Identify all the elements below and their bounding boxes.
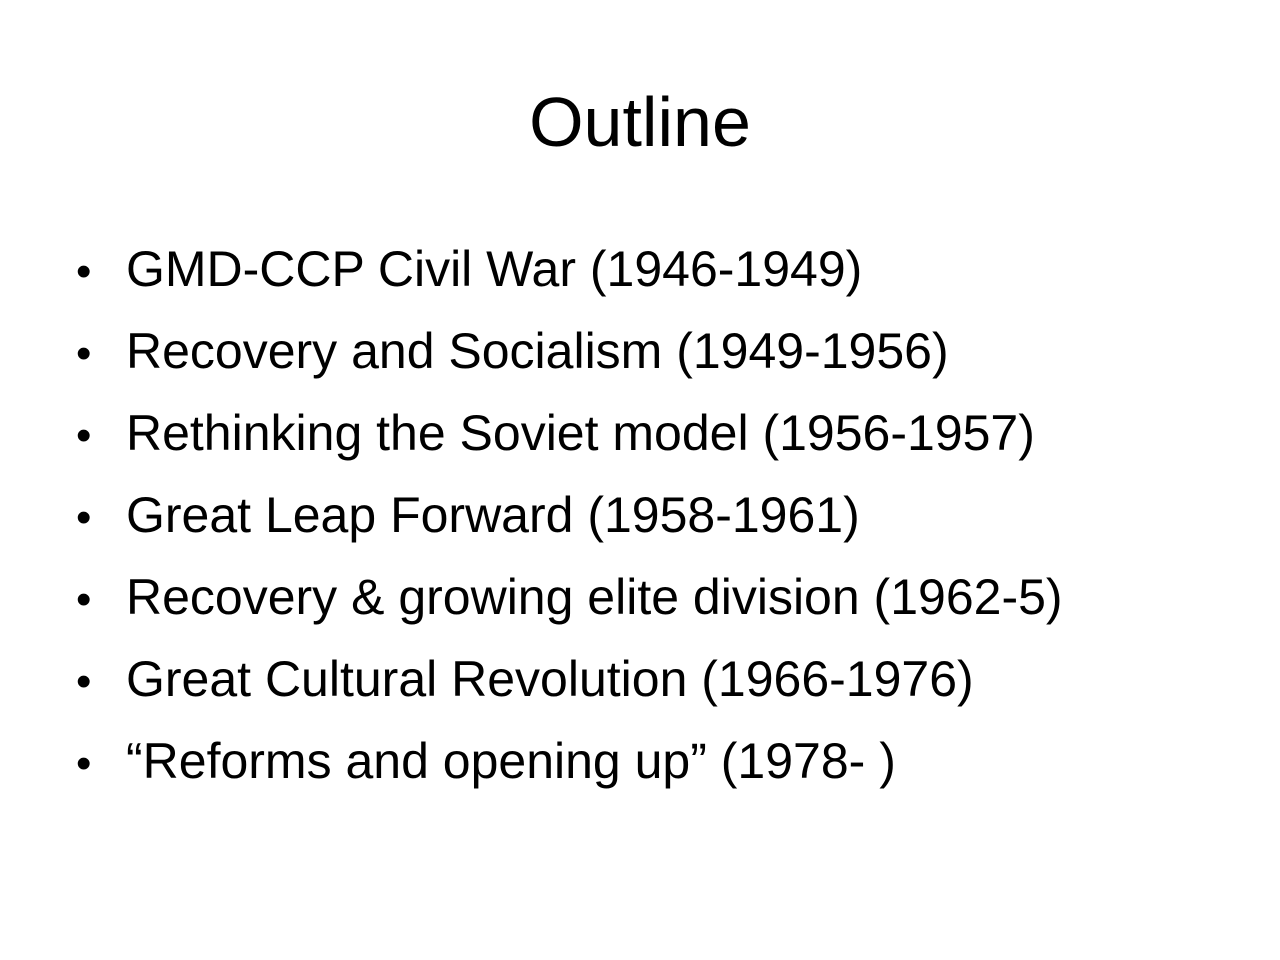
slide-title: Outline [529, 83, 751, 161]
list-item-text: Great Cultural Revolution (1966-1976) [126, 651, 974, 707]
bullet-icon: • [76, 247, 92, 296]
list-item: • “Reforms and opening up” (1978- ) [76, 720, 1256, 802]
list-item: • Recovery and Socialism (1949-1956) [76, 310, 1256, 392]
outline-list: • GMD-CCP Civil War (1946-1949) • Recove… [76, 228, 1256, 802]
list-item-text: Rethinking the Soviet model (1956-1957) [126, 405, 1035, 461]
bullet-icon: • [76, 493, 92, 542]
list-item: • Great Leap Forward (1958-1961) [76, 474, 1256, 556]
list-item: • GMD-CCP Civil War (1946-1949) [76, 228, 1256, 310]
bullet-icon: • [76, 739, 92, 788]
list-item-text: Great Leap Forward (1958-1961) [126, 487, 860, 543]
bullet-icon: • [76, 411, 92, 460]
list-item: • Rethinking the Soviet model (1956-1957… [76, 392, 1256, 474]
list-item-text: GMD-CCP Civil War (1946-1949) [126, 241, 863, 297]
list-item-text: Recovery and Socialism (1949-1956) [126, 323, 949, 379]
bullet-icon: • [76, 329, 92, 378]
list-item-text: Recovery & growing elite division (1962-… [126, 569, 1063, 625]
list-item: • Great Cultural Revolution (1966-1976) [76, 638, 1256, 720]
bullet-icon: • [76, 657, 92, 706]
list-item: • Recovery & growing elite division (196… [76, 556, 1256, 638]
list-item-text: “Reforms and opening up” (1978- ) [126, 733, 896, 789]
bullet-icon: • [76, 575, 92, 624]
